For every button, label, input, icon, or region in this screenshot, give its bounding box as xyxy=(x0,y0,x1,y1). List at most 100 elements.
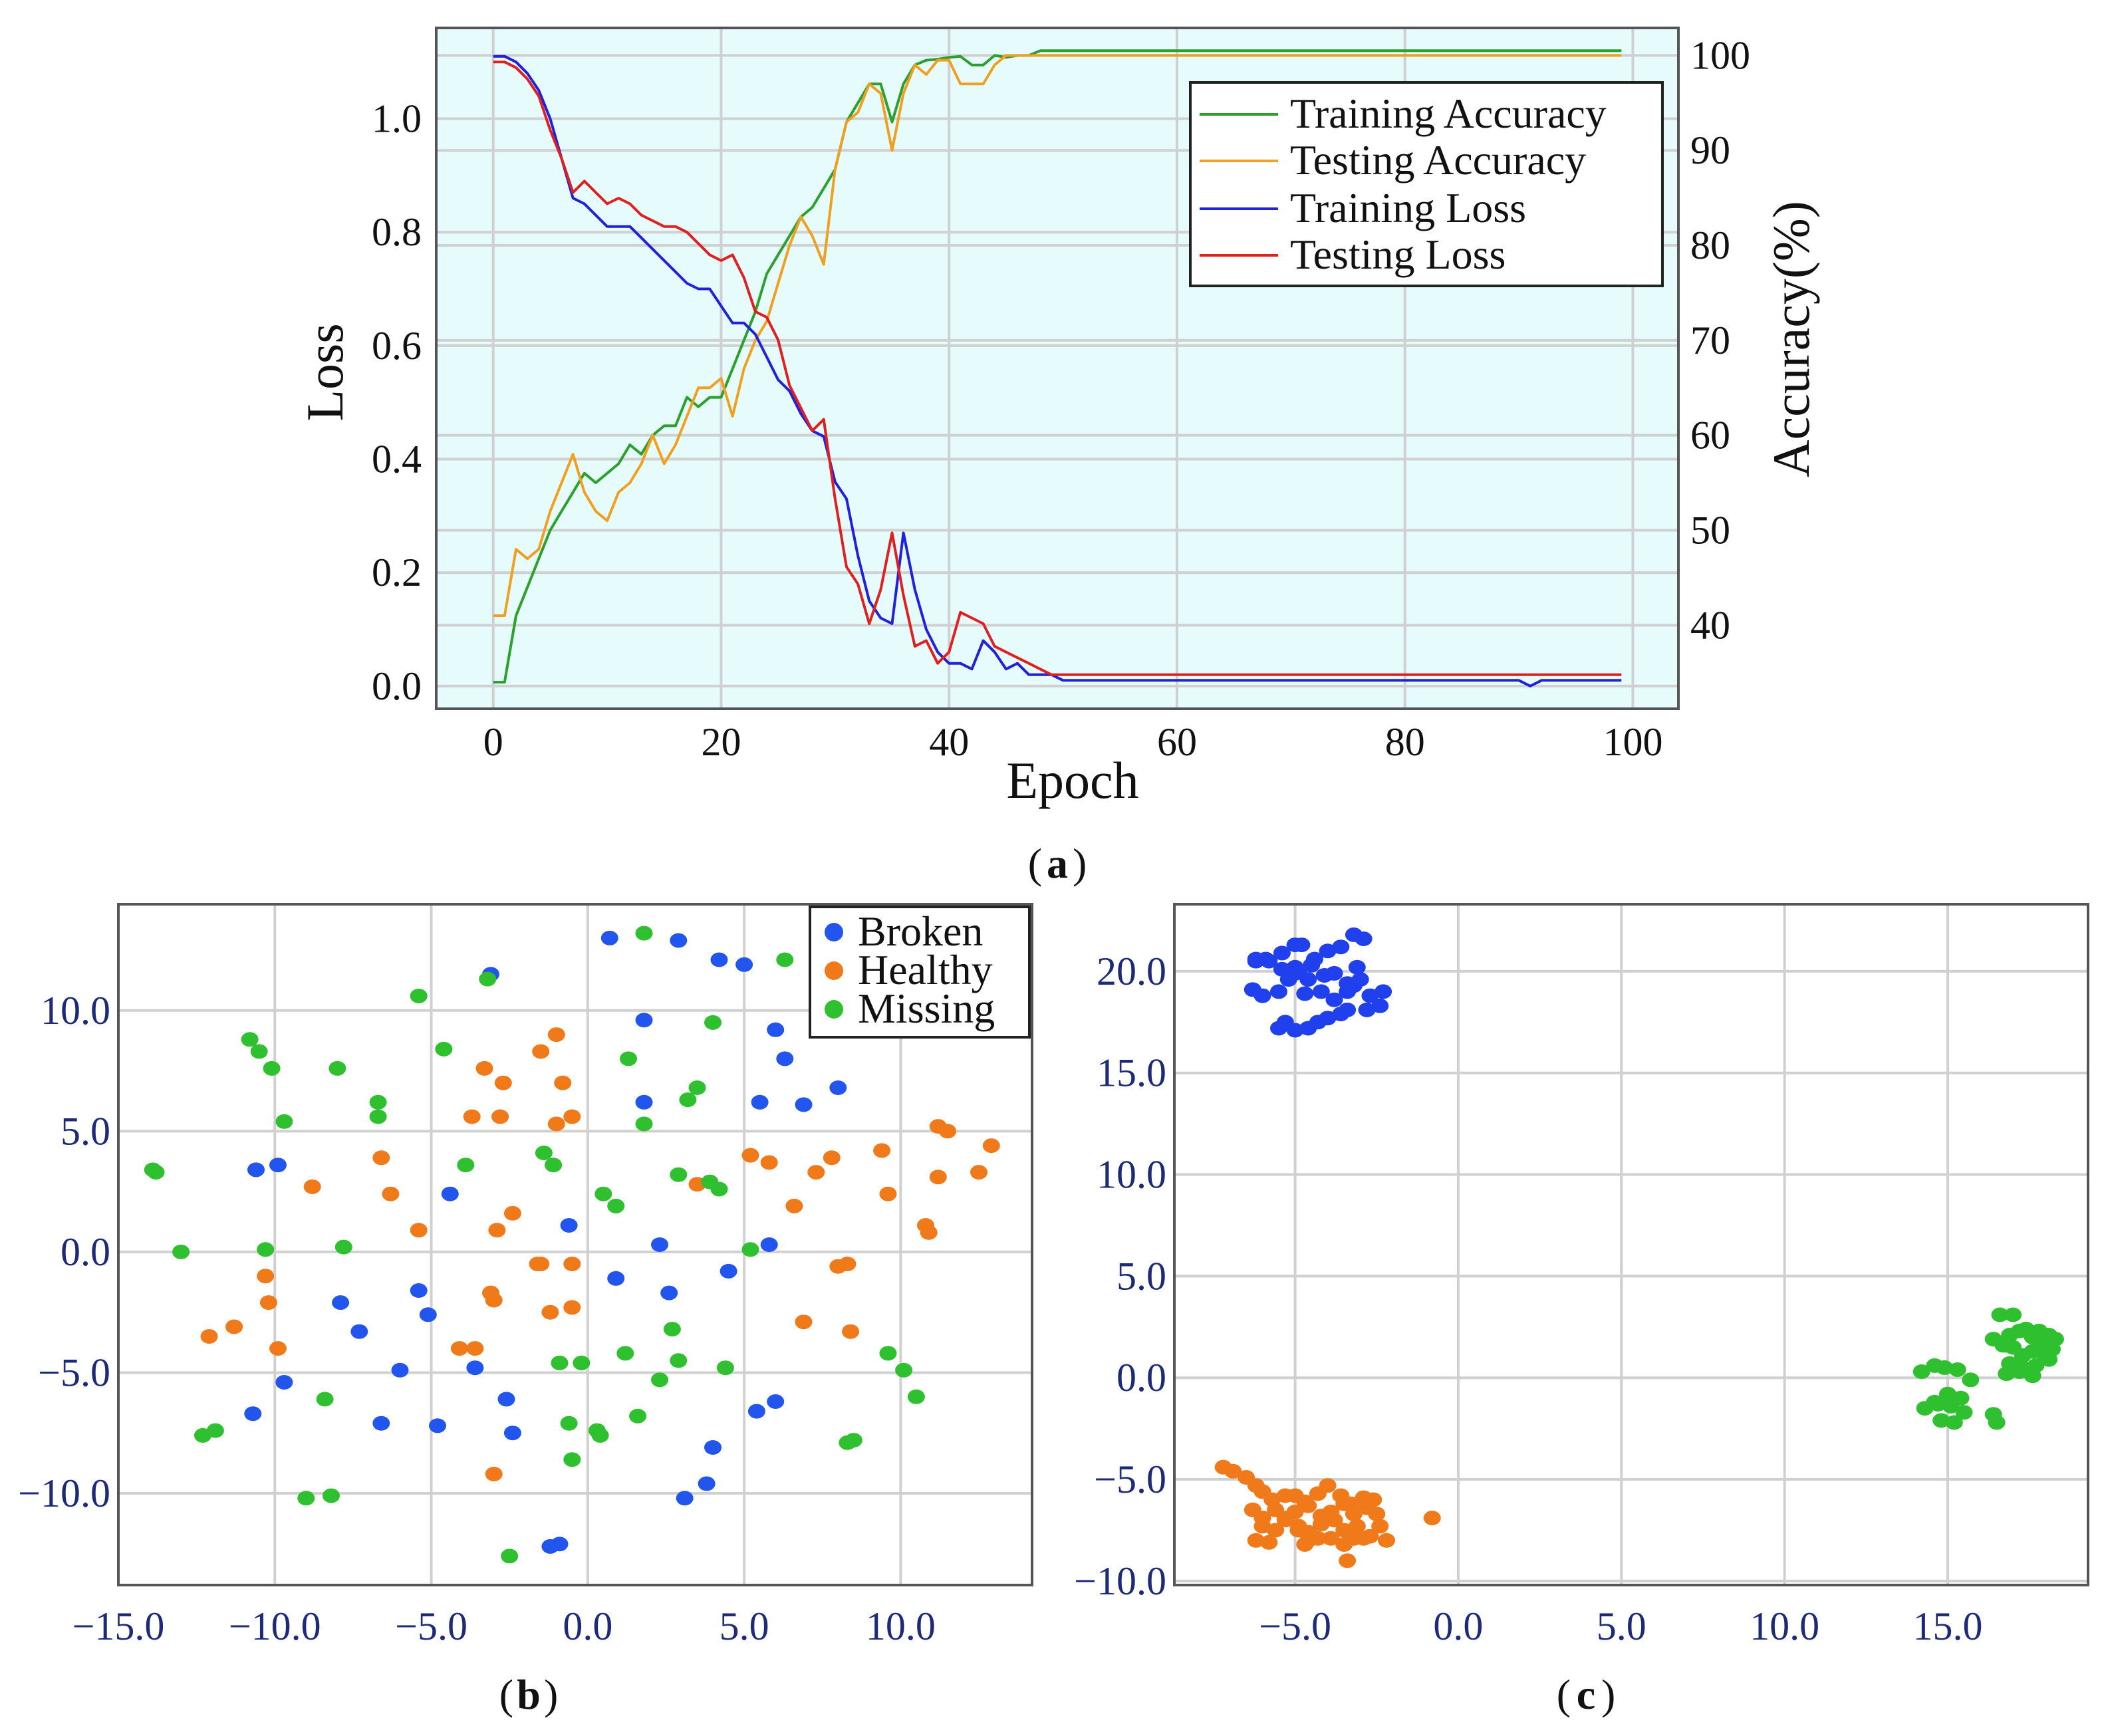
legend-label-healthy: Healthy xyxy=(858,946,993,993)
point-broken xyxy=(607,1271,625,1286)
point-healthy xyxy=(1368,1507,1386,1521)
legend-marker-missing xyxy=(825,1000,843,1019)
point-healthy xyxy=(494,1075,512,1090)
legend-label-training-accuracy: Training Accuracy xyxy=(1290,90,1607,137)
point-healthy xyxy=(547,1027,565,1043)
point-missing xyxy=(2040,1352,2058,1367)
panel-a-left-y-ticks: 0.0 0.2 0.4 0.6 0.8 1.0 xyxy=(372,97,422,708)
point-healthy xyxy=(563,1109,581,1124)
point-missing xyxy=(588,1423,606,1438)
point-broken xyxy=(1303,957,1321,973)
series-line-training-loss xyxy=(493,55,1622,687)
point-missing xyxy=(1998,1338,2016,1353)
point-missing xyxy=(651,1372,668,1388)
point-missing xyxy=(776,952,794,967)
point-healthy xyxy=(1247,1533,1265,1548)
point-broken xyxy=(704,1440,722,1455)
point-healthy xyxy=(303,1179,321,1194)
point-healthy xyxy=(1345,1507,1363,1521)
point-broken xyxy=(497,1392,515,1407)
panel-a-x-tick-label: 60 xyxy=(1157,720,1197,764)
point-missing xyxy=(1939,1386,1956,1402)
point-healthy xyxy=(785,1198,803,1213)
point-broken xyxy=(1332,939,1350,955)
point-broken xyxy=(429,1418,446,1433)
panel-b-x-tick-label: −5.0 xyxy=(395,1604,467,1648)
panel-a-left-y-tick-label: 0.4 xyxy=(372,437,422,481)
point-broken xyxy=(1339,1002,1357,1017)
panel-a-line-chart: 0 20 40 60 80 100 0.0 0.2 0.4 0.6 0.8 1.0 40 50 60 70… xyxy=(296,27,1820,887)
panel-a-series-lines xyxy=(493,49,1622,687)
panel-b-legend-box xyxy=(809,906,1031,1039)
point-broken xyxy=(698,1476,716,1491)
point-healthy xyxy=(970,1165,987,1180)
point-broken xyxy=(372,1416,390,1431)
panel-c-y-tick-label: −10.0 xyxy=(1074,1559,1166,1603)
point-broken xyxy=(1253,988,1271,1003)
point-broken xyxy=(419,1307,437,1322)
point-healthy xyxy=(200,1329,218,1344)
point-missing xyxy=(1942,1399,1960,1414)
panel-a-x-axis-label: Epoch xyxy=(1006,751,1138,809)
point-missing xyxy=(704,1015,722,1030)
point-broken xyxy=(1273,945,1291,961)
point-broken xyxy=(735,957,753,972)
panel-b-points xyxy=(144,926,1000,1564)
point-healthy xyxy=(541,1304,559,1320)
point-missing xyxy=(635,1116,653,1132)
panel-a-right-y-tick-label: 70 xyxy=(1690,318,1730,362)
point-healthy xyxy=(795,1314,813,1330)
point-healthy xyxy=(1289,1523,1307,1538)
svg-text:): ) xyxy=(1073,840,1087,887)
point-broken xyxy=(551,1537,569,1552)
point-missing xyxy=(257,1242,275,1257)
point-healthy xyxy=(1224,1463,1242,1479)
panel-a-left-y-tick-label: 1.0 xyxy=(372,97,422,141)
panel-a-left-y-tick-label: 0.8 xyxy=(372,210,422,254)
panel-a-left-y-axis-label: Loss xyxy=(296,323,354,421)
point-healthy xyxy=(741,1148,759,1163)
legend-label-testing-loss: Testing Loss xyxy=(1290,231,1506,278)
point-broken xyxy=(275,1375,293,1390)
point-missing xyxy=(716,1360,734,1376)
point-missing xyxy=(710,1181,728,1197)
panel-a-left-y-tick-label: 0.2 xyxy=(372,551,422,594)
point-broken xyxy=(441,1186,459,1201)
point-healthy xyxy=(547,1116,565,1132)
point-missing xyxy=(172,1244,190,1259)
svg-text:(: ( xyxy=(499,1671,513,1718)
point-broken xyxy=(651,1237,668,1252)
panel-a-x-tick-label: 0 xyxy=(483,720,503,764)
panel-a-x-tick-label: 80 xyxy=(1385,720,1425,764)
panel-b-x-ticks: −15.0 −10.0 −5.0 0.0 5.0 10.0 xyxy=(72,1604,936,1648)
point-missing xyxy=(616,1346,634,1361)
point-broken xyxy=(710,952,728,967)
point-healthy xyxy=(257,1269,275,1284)
point-healthy xyxy=(879,1186,897,1201)
point-missing xyxy=(329,1060,346,1076)
point-broken xyxy=(1348,959,1366,975)
point-broken xyxy=(1345,978,1363,993)
point-missing xyxy=(629,1408,647,1424)
point-missing xyxy=(545,1158,563,1173)
point-missing xyxy=(573,1355,591,1370)
point-broken xyxy=(829,1080,847,1095)
point-broken xyxy=(244,1406,262,1422)
series-line-testing-loss xyxy=(493,61,1622,676)
point-healthy xyxy=(488,1223,506,1238)
point-missing xyxy=(369,1094,387,1110)
point-missing xyxy=(1984,1332,2002,1347)
svg-text:): ) xyxy=(544,1671,558,1718)
point-missing xyxy=(879,1346,897,1361)
panel-b-y-tick-label: 5.0 xyxy=(61,1109,110,1153)
point-missing xyxy=(2024,1368,2041,1384)
panel-c-caption: ( c ) xyxy=(1557,1671,1616,1718)
point-missing xyxy=(479,971,497,987)
panel-c-x-tick-label: 15.0 xyxy=(1912,1604,1982,1648)
point-healthy xyxy=(1253,1519,1271,1534)
point-healthy xyxy=(1423,1511,1441,1526)
point-missing xyxy=(323,1488,340,1503)
panel-c-x-tick-label: −5.0 xyxy=(1259,1604,1331,1648)
point-broken xyxy=(635,1094,653,1110)
point-healthy xyxy=(823,1150,841,1166)
